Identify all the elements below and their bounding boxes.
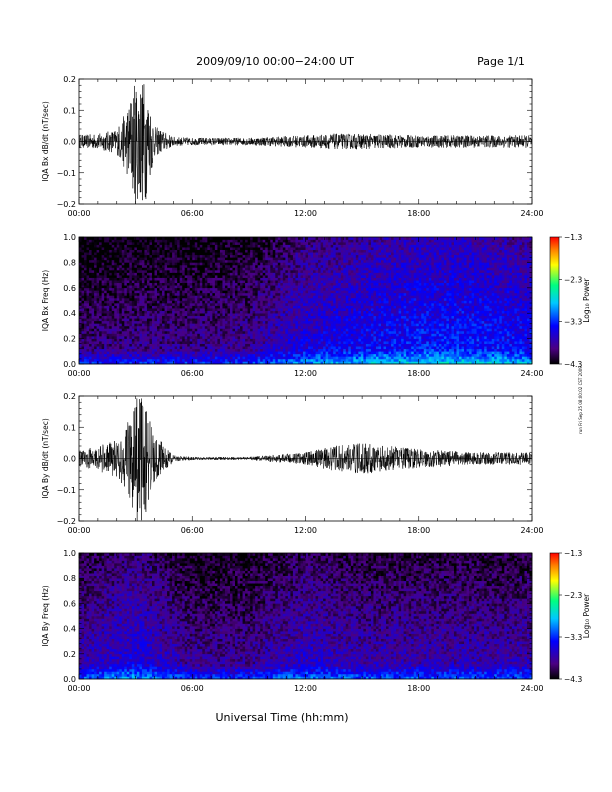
colorbar-tick-label: −2.3 [564,275,582,284]
y-tick-label: 0.1 [63,423,76,432]
colorbar-tick-label: −1.3 [564,233,582,242]
colorbar-tick-label: −3.3 [564,633,582,642]
x-tick-label: 12:00 [294,526,317,535]
y-tick-label: −0.2 [57,200,76,209]
x-tick-label: 24:00 [520,209,543,218]
x-tick-label: 12:00 [294,369,317,378]
x-tick-label: 00:00 [67,209,90,218]
colorbar [549,236,560,365]
colorbar [549,552,560,680]
y-tick-label: 0.2 [63,335,76,344]
y-tick-label: 0.8 [63,574,76,583]
x-tick-label: 00:00 [67,684,90,693]
panel-1: 00:00 06:00 12:00 18:00 24:00 0.2 0.1 0.0 −0.1 −0… [41,75,544,218]
colorbar-tick-label: −4.3 [564,360,582,369]
x-tick-label: 18:00 [407,684,430,693]
panels: 00:00 06:00 12:00 18:00 24:00 0.2 0.1 0.0 −0.1 −0… [41,75,591,693]
y-tick-label: 0.2 [63,75,76,84]
y-tick-label: 1.0 [63,549,76,558]
y-tick-label: 0.1 [63,106,76,115]
y-tick-label: −0.1 [57,169,76,178]
x-tick-label: 12:00 [294,209,317,218]
panel-2: −1.3 −2.3 −3.3 −4.3 Log₁₀ Power 00:00 06:00 12:… [41,233,591,378]
series-trace [79,84,532,204]
y-tick-label: 0.0 [63,675,76,684]
y-tick-label: 0.0 [63,455,76,464]
y-tick-label: 0.6 [63,599,76,608]
x-tick-label: 12:00 [294,684,317,693]
x-tick-label: 18:00 [407,526,430,535]
y-tick-label: −0.1 [57,486,76,495]
colorbar-tick-label: −3.3 [564,318,582,327]
colorbar-label: Log₁₀ Power [582,593,591,638]
series-trace [79,398,532,521]
y-tick-label: 0.0 [63,138,76,147]
run-stamp: run Fri Sep 25 08:00:02 CST 2009 [578,366,583,434]
heatmap-cells [79,237,533,365]
y-tick-label: 0.4 [63,309,76,318]
y-axis-label: IQA Bx Freq (Hz) [41,270,50,332]
x-tick-label: 00:00 [67,369,90,378]
x-tick-label: 24:00 [520,684,543,693]
x-tick-label: 24:00 [520,369,543,378]
x-tick-label: 06:00 [181,526,204,535]
x-tick-label: 06:00 [181,209,204,218]
x-tick-label: 00:00 [67,526,90,535]
y-tick-label: 1.0 [63,233,76,242]
x-tick-label: 18:00 [407,369,430,378]
x-tick-label: 06:00 [181,369,204,378]
x-axis-title: Universal Time (hh:mm) [216,711,349,724]
y-tick-label: 0.0 [63,360,76,369]
x-tick-label: 18:00 [407,209,430,218]
colorbar-tick-label: −4.3 [564,675,582,684]
y-tick-label: 0.2 [63,650,76,659]
header-title: 2009/09/10 00:00−24:00 UT [196,55,354,68]
heatmap-cells [79,553,533,680]
y-tick-label: −0.2 [57,517,76,526]
colorbar-tick-label: −1.3 [564,549,582,558]
y-axis-label: IQA By Freq (Hz) [41,585,50,647]
y-tick-label: 0.4 [63,625,76,634]
colorbar-label: Log₁₀ Power [582,277,591,322]
header-page: Page 1/1 [477,55,525,68]
panel-4: −1.3 −2.3 −3.3 −4.3 Log₁₀ Power 00:00 06:00 12:… [41,549,591,693]
y-tick-label: 0.8 [63,258,76,267]
panel-3: 00:00 06:00 12:00 18:00 24:00 0.2 0.1 0.0 −0.1 −0… [41,392,544,535]
y-tick-label: 0.6 [63,284,76,293]
colorbar-tick-label: −2.3 [564,591,582,600]
y-tick-label: 0.2 [63,392,76,401]
x-tick-label: 24:00 [520,526,543,535]
x-tick-label: 06:00 [181,684,204,693]
y-axis-label: IQA By dB/dt (nT/sec) [41,418,50,499]
y-axis-label: IQA Bx dB/dt (nT/sec) [41,101,50,182]
